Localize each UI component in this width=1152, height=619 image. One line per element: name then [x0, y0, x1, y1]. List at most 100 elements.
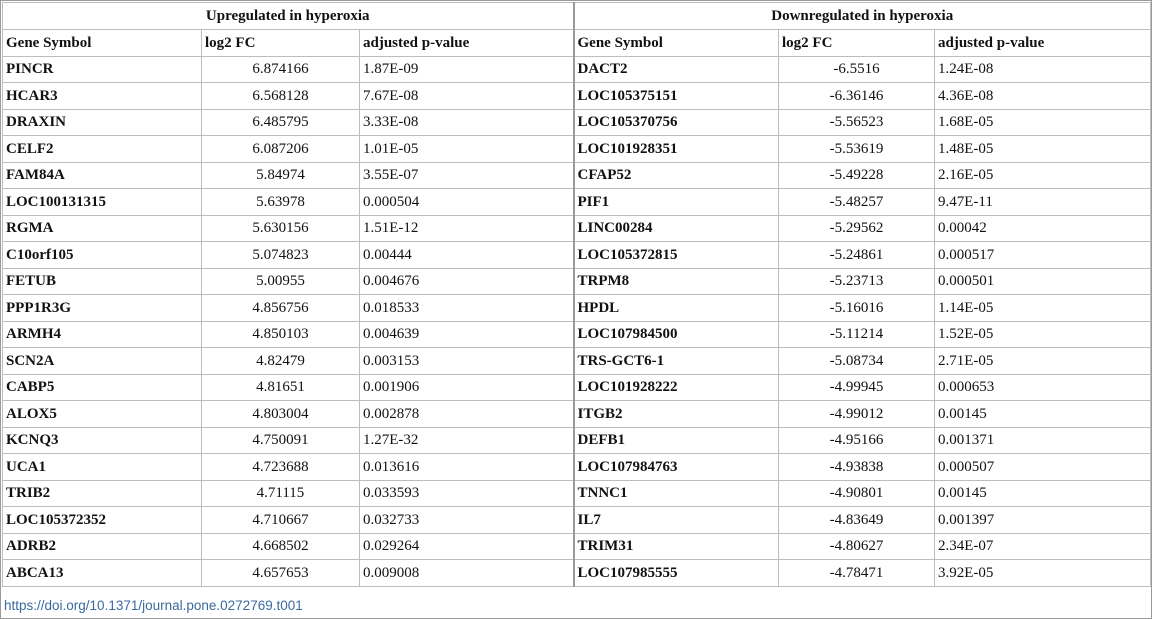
down-pvalue-cell: 1.14E-05 [934, 294, 1151, 322]
down-log2fc-cell: -5.08734 [778, 347, 935, 375]
up-pvalue-cell: 1.01E-05 [359, 135, 574, 163]
down-log2fc-cell: -5.56523 [778, 108, 935, 136]
up-gene-symbol-cell: DRAXIN [2, 108, 202, 136]
table-row: ADRB2 4.668502 0.029264 TRIM31 -4.80627 2.34E… [2, 532, 1151, 560]
up-gene-symbol-cell: LOC105372352 [2, 506, 202, 534]
group-header-row: Upregulated in hyperoxia Downregulated i… [2, 2, 1151, 30]
up-pvalue-cell: 7.67E-08 [359, 82, 574, 110]
down-pvalue-cell: 2.16E-05 [934, 161, 1151, 189]
table-row: TRIB2 4.71115 0.033593 TNNC1 -4.90801 0.00145 [2, 479, 1151, 507]
up-log2fc-cell: 5.630156 [201, 214, 360, 242]
down-gene-symbol-cell: HPDL [572, 294, 779, 322]
up-log2fc-cell: 4.82479 [201, 347, 360, 375]
up-pvalue-cell: 0.013616 [359, 453, 574, 481]
up-gene-symbol-cell: PPP1R3G [2, 294, 202, 322]
down-gene-symbol-cell: TRIM31 [572, 532, 779, 560]
down-gene-symbol-cell: LOC105375151 [572, 82, 779, 110]
down-log2fc-cell: -5.24861 [778, 241, 935, 269]
up-gene-symbol-cell: CABP5 [2, 373, 202, 401]
up-gene-symbol-cell: SCN2A [2, 347, 202, 375]
down-gene-symbol-cell: ITGB2 [572, 400, 779, 428]
up-gene-symbol-cell: ADRB2 [2, 532, 202, 560]
up-log2fc-cell: 4.750091 [201, 426, 360, 454]
down-log2fc-cell: -4.99945 [778, 373, 935, 401]
down-pvalue-cell: 2.71E-05 [934, 347, 1151, 375]
down-log2fc-cell: -5.16016 [778, 294, 935, 322]
down-pvalue-cell: 1.48E-05 [934, 135, 1151, 163]
downregulated-header: Downregulated in hyperoxia [572, 2, 1151, 30]
down-gene-symbol-cell: CFAP52 [572, 161, 779, 189]
down-pvalue-cell: 1.24E-08 [934, 55, 1151, 83]
down-gene-symbol-cell: LINC00284 [572, 214, 779, 242]
table-row: LOC100131315 5.63978 0.000504 PIF1 -5.48257 9… [2, 188, 1151, 216]
table-row: FAM84A 5.84974 3.55E-07 CFAP52 -5.49228 2.16E… [2, 161, 1151, 189]
down-pvalue-cell: 1.68E-05 [934, 108, 1151, 136]
down-gene-symbol-cell: TRPM8 [572, 267, 779, 295]
down-pvalue-cell: 2.34E-07 [934, 532, 1151, 560]
down-pvalue-cell: 0.001371 [934, 426, 1151, 454]
up-col-log2fc: log2 FC [201, 29, 360, 57]
down-gene-symbol-cell: DACT2 [572, 55, 779, 83]
down-gene-symbol-cell: LOC107984763 [572, 453, 779, 481]
up-pvalue-cell: 0.004639 [359, 320, 574, 348]
table-row: KCNQ3 4.750091 1.27E-32 DEFB1 -4.95166 0.0013… [2, 426, 1151, 454]
up-gene-symbol-cell: KCNQ3 [2, 426, 202, 454]
up-log2fc-cell: 4.850103 [201, 320, 360, 348]
down-log2fc-cell: -4.95166 [778, 426, 935, 454]
up-log2fc-cell: 4.657653 [201, 559, 360, 587]
gene-table: Upregulated in hyperoxia Downregulated i… [2, 2, 1151, 587]
down-pvalue-cell: 0.00145 [934, 400, 1151, 428]
down-pvalue-cell: 0.000501 [934, 267, 1151, 295]
up-log2fc-cell: 4.723688 [201, 453, 360, 481]
up-gene-symbol-cell: TRIB2 [2, 479, 202, 507]
up-pvalue-cell: 3.33E-08 [359, 108, 574, 136]
down-gene-symbol-cell: IL7 [572, 506, 779, 534]
up-gene-symbol-cell: ABCA13 [2, 559, 202, 587]
down-gene-symbol-cell: LOC105370756 [572, 108, 779, 136]
column-header-row: Gene Symbol log2 FC adjusted p-value Gen… [2, 29, 1151, 57]
table-row: HCAR3 6.568128 7.67E-08 LOC105375151 -6.3614… [2, 82, 1151, 110]
doi-link[interactable]: https://doi.org/10.1371/journal.pone.027… [4, 598, 303, 613]
upregulated-header: Upregulated in hyperoxia [2, 2, 574, 30]
down-pvalue-cell: 0.001397 [934, 506, 1151, 534]
table-row: LOC105372352 4.710667 0.032733 IL7 -4.83649 0… [2, 506, 1151, 534]
down-pvalue-cell: 4.36E-08 [934, 82, 1151, 110]
down-log2fc-cell: -5.11214 [778, 320, 935, 348]
up-log2fc-cell: 5.63978 [201, 188, 360, 216]
up-gene-symbol-cell: UCA1 [2, 453, 202, 481]
down-log2fc-cell: -6.5516 [778, 55, 935, 83]
up-gene-symbol-cell: ALOX5 [2, 400, 202, 428]
up-log2fc-cell: 4.71115 [201, 479, 360, 507]
down-col-pvalue: adjusted p-value [934, 29, 1151, 57]
up-gene-symbol-cell: CELF2 [2, 135, 202, 163]
down-gene-symbol-cell: DEFB1 [572, 426, 779, 454]
down-col-gene-symbol: Gene Symbol [572, 29, 779, 57]
down-pvalue-cell: 1.52E-05 [934, 320, 1151, 348]
down-log2fc-cell: -5.23713 [778, 267, 935, 295]
down-log2fc-cell: -5.53619 [778, 135, 935, 163]
down-log2fc-cell: -4.90801 [778, 479, 935, 507]
up-pvalue-cell: 0.033593 [359, 479, 574, 507]
down-pvalue-cell: 0.000517 [934, 241, 1151, 269]
up-pvalue-cell: 1.27E-32 [359, 426, 574, 454]
up-pvalue-cell: 1.87E-09 [359, 55, 574, 83]
table-body: PINCR 6.874166 1.87E-09 DACT2 -6.5516 1.24E-0… [2, 55, 1151, 587]
down-gene-symbol-cell: LOC101928351 [572, 135, 779, 163]
table-row: UCA1 4.723688 0.013616 LOC107984763 -4.93838… [2, 453, 1151, 481]
up-pvalue-cell: 0.029264 [359, 532, 574, 560]
down-log2fc-cell: -5.29562 [778, 214, 935, 242]
up-log2fc-cell: 6.874166 [201, 55, 360, 83]
down-gene-symbol-cell: TRS-GCT6-1 [572, 347, 779, 375]
down-pvalue-cell: 0.00145 [934, 479, 1151, 507]
up-pvalue-cell: 0.004676 [359, 267, 574, 295]
up-log2fc-cell: 4.668502 [201, 532, 360, 560]
down-pvalue-cell: 3.92E-05 [934, 559, 1151, 587]
down-log2fc-cell: -5.48257 [778, 188, 935, 216]
up-log2fc-cell: 6.485795 [201, 108, 360, 136]
down-log2fc-cell: -5.49228 [778, 161, 935, 189]
table-row: PPP1R3G 4.856756 0.018533 HPDL -5.16016 1.14E… [2, 294, 1151, 322]
table-row: RGMA 5.630156 1.51E-12 LINC00284 -5.29562 0.0… [2, 214, 1151, 242]
up-pvalue-cell: 0.002878 [359, 400, 574, 428]
down-log2fc-cell: -4.99012 [778, 400, 935, 428]
